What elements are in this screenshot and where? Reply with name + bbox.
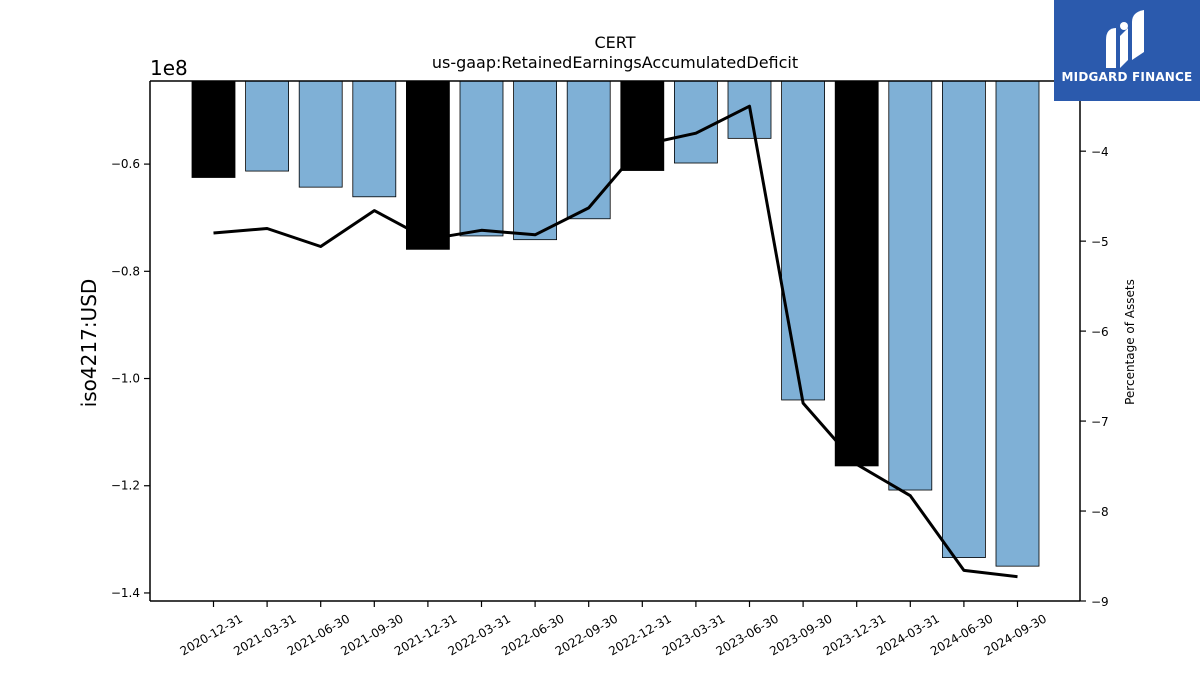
y2-tick-label: −4	[1091, 145, 1109, 159]
bar	[298, 80, 343, 188]
bar	[405, 80, 450, 250]
y-tick-label: −1.0	[111, 372, 140, 386]
chart-subtitle: us-gaap:RetainedEarningsAccumulatedDefic…	[432, 53, 798, 72]
y2-tick-label: −8	[1091, 505, 1109, 519]
bar	[942, 80, 986, 558]
y-axis-label: iso4217:USD	[77, 279, 101, 408]
bar	[352, 80, 397, 198]
bar	[513, 80, 557, 241]
y2-tick-label: −5	[1091, 235, 1109, 249]
percentage-line	[213, 104, 1018, 579]
bar	[995, 80, 1040, 567]
y-tick-label: −1.4	[111, 586, 140, 600]
y2-tick-label: −6	[1091, 325, 1109, 339]
bar	[620, 80, 665, 171]
midgard-finance-logo: MIDGARD FINANCE	[1054, 0, 1200, 101]
bar	[191, 80, 236, 178]
y-tick-label: −1.2	[111, 479, 140, 493]
bar	[245, 80, 290, 172]
bars-layer	[191, 80, 1040, 567]
y-tick-label: −0.8	[111, 264, 140, 278]
chart-title: CERT	[594, 33, 635, 52]
bar	[566, 80, 611, 220]
bar	[834, 80, 879, 467]
y2-tick-label: −9	[1091, 595, 1109, 609]
bar	[781, 80, 825, 401]
bar	[459, 80, 504, 237]
bar	[888, 80, 933, 491]
logo-text: MIDGARD FINANCE	[1061, 70, 1193, 84]
y-tick-label: −0.6	[111, 157, 140, 171]
y-offset-label: 1e8	[150, 56, 188, 80]
bar	[674, 80, 718, 164]
y2-tick-label: −7	[1091, 415, 1109, 429]
logo-mark-icon	[1106, 10, 1144, 68]
line-layer	[213, 104, 1018, 579]
y2-axis-label: Percentage of Assets	[1123, 279, 1137, 405]
